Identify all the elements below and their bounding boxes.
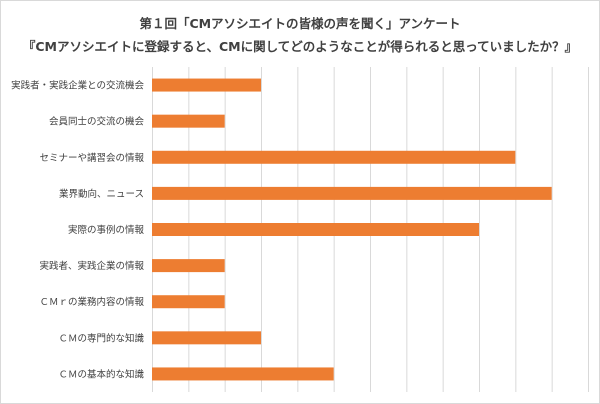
chart-subtitle: 『CMアソシエイトに登録すると、CMに関してどのようなことが得られると思っていま…	[22, 39, 578, 54]
bar	[152, 259, 225, 273]
category-label: セミナーや講習会の情報	[39, 152, 144, 164]
category-label: ＣＭの基本的な知識	[58, 368, 144, 380]
chart-title: 第１回「CMアソシエイトの皆様の声を聞く」アンケート	[139, 16, 461, 31]
category-label: 業界動向、ニュース	[59, 188, 144, 200]
category-label: ＣＭの専門的な知識	[58, 332, 144, 344]
bar	[152, 114, 225, 128]
bar	[152, 367, 334, 381]
bar	[152, 295, 225, 309]
category-label: 実際の事例の情報	[68, 224, 145, 236]
bar	[152, 78, 261, 92]
bar	[152, 150, 516, 164]
bar	[152, 186, 552, 200]
category-label: 実践者、実践企業の情報	[39, 260, 144, 272]
category-label: 会員同士の交流の機会	[49, 116, 145, 128]
bar	[152, 223, 479, 236]
category-label: 実践者・実践企業との交流機会	[11, 80, 144, 92]
category-label: ＣＭｒの業務内容の情報	[39, 296, 144, 308]
bar	[152, 331, 261, 345]
